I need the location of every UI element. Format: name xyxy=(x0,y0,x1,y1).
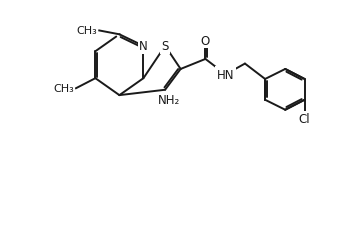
Text: CH₃: CH₃ xyxy=(53,84,74,94)
Text: S: S xyxy=(161,40,169,53)
Text: CH₃: CH₃ xyxy=(76,26,97,35)
Text: HN: HN xyxy=(217,68,234,82)
Text: NH₂: NH₂ xyxy=(158,94,180,107)
Text: O: O xyxy=(201,35,210,48)
Text: N: N xyxy=(139,40,148,53)
Text: Cl: Cl xyxy=(299,113,310,126)
